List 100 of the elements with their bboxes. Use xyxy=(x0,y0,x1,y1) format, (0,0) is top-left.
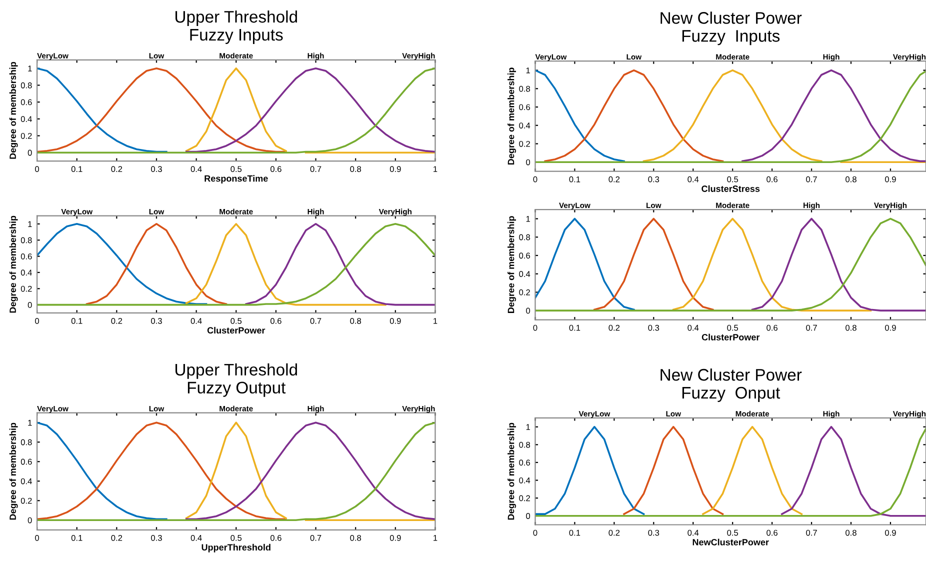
y-tick-label: 0 xyxy=(28,302,32,308)
x-tick-label: 0.5 xyxy=(230,534,242,541)
x-tick-label: 0.9 xyxy=(885,530,896,536)
x-tick-label: 0.1 xyxy=(569,324,580,331)
y-axis-title: Degree of membership xyxy=(9,62,18,159)
x-tick-label: 0.4 xyxy=(688,176,699,182)
x-axis-title: ClusterStress xyxy=(702,185,760,192)
x-tick-label: 0.1 xyxy=(569,176,580,182)
x-tick-label: 0.7 xyxy=(806,530,817,536)
x-tick-label: 0.4 xyxy=(190,534,202,541)
x-axis-title: ClusterPower xyxy=(207,326,266,334)
x-tick-label: 0.1 xyxy=(71,166,82,172)
y-tick-label: 0 xyxy=(526,308,530,314)
y-tick-label: 0.8 xyxy=(519,442,530,448)
x-tick-label: 0.3 xyxy=(151,166,162,172)
y-tick-label: 0 xyxy=(28,150,32,156)
y-tick-label: 0.6 xyxy=(519,460,530,466)
chart-title: New Cluster Power Fuzzy Onput xyxy=(660,368,802,402)
x-tick-label: 0.6 xyxy=(270,534,282,541)
x-tick-label: 0.6 xyxy=(270,318,282,324)
y-tick-label: 0.2 xyxy=(519,495,530,502)
x-axis-title: ClusterPower xyxy=(702,334,760,340)
x-tick-label: 0 xyxy=(533,176,538,182)
x-tick-label: 0.7 xyxy=(806,176,817,182)
x-tick-label: 0.5 xyxy=(727,176,738,182)
y-tick-label: 0.6 xyxy=(519,104,530,110)
x-tick-label: 0.1 xyxy=(71,534,82,541)
x-tick-label: 0.5 xyxy=(727,530,738,536)
x-tick-label: 0.3 xyxy=(648,324,660,331)
x-tick-label: 0.3 xyxy=(648,530,660,536)
y-tick-label: 1 xyxy=(526,216,530,222)
chart-title: Upper Threshold Fuzzy Output xyxy=(176,363,297,397)
x-tick-label: 0.7 xyxy=(310,166,322,172)
x-tick-label: 0.8 xyxy=(846,530,856,536)
x-tick-label: 0.9 xyxy=(885,176,896,182)
x-axis-title: ResponseTime xyxy=(204,175,268,184)
x-tick-label: 0.9 xyxy=(885,324,896,331)
x-tick-label: 0.5 xyxy=(230,318,242,324)
x-tick-label: 0.3 xyxy=(151,534,162,541)
y-tick-label: 1 xyxy=(28,420,32,426)
y-axis-title: Degree of membership xyxy=(9,422,18,520)
y-tick-label: 0.2 xyxy=(519,140,530,147)
y-tick-label: 0.6 xyxy=(20,253,32,260)
y-axis-title: Degree of membership xyxy=(9,216,18,313)
y-tick-label: 0 xyxy=(526,513,530,519)
x-tick-label: 1 xyxy=(434,535,438,541)
x-tick-label: 0.6 xyxy=(766,176,778,182)
x-tick-label: 0.4 xyxy=(190,166,202,172)
y-axis-title: Degree of membership xyxy=(508,422,516,520)
y-tick-label: 0.8 xyxy=(20,82,32,88)
y-axis-title: Degree of membership xyxy=(508,216,516,313)
x-tick-label: 0.1 xyxy=(569,530,580,536)
x-tick-label: 0.9 xyxy=(390,534,401,541)
x-tick-label: 0.6 xyxy=(766,530,778,536)
y-tick-label: 0.8 xyxy=(20,439,32,446)
x-tick-label: 0.6 xyxy=(766,324,778,331)
x-tick-label: 0.8 xyxy=(350,166,362,172)
x-tick-label: 0.3 xyxy=(151,318,162,324)
y-tick-label: 0.2 xyxy=(20,286,32,292)
y-tick-label: 0.6 xyxy=(20,99,32,106)
x-tick-label: 0.2 xyxy=(111,318,122,324)
x-tick-label: 0.2 xyxy=(608,530,620,536)
x-tick-label: 0 xyxy=(533,530,538,536)
x-tick-label: 0.5 xyxy=(230,166,242,172)
y-tick-label: 0.6 xyxy=(519,252,530,259)
y-axis-title: Degree of membership xyxy=(508,68,516,165)
x-tick-label: 0.2 xyxy=(111,166,122,172)
chart-title: Upper Threshold Fuzzy Inputs xyxy=(176,10,297,44)
y-tick-label: 0.8 xyxy=(519,234,530,240)
x-tick-label: 1 xyxy=(434,166,438,172)
x-tick-label: 0 xyxy=(35,318,40,324)
x-tick-label: 1 xyxy=(434,318,438,324)
y-tick-label: 0 xyxy=(28,517,32,524)
x-axis-title: UpperThreshold xyxy=(202,544,270,552)
y-tick-label: 0.6 xyxy=(20,458,32,465)
x-tick-label: 0.4 xyxy=(688,530,699,536)
x-tick-label: 0.7 xyxy=(310,534,322,541)
x-tick-label: 0.9 xyxy=(390,166,401,172)
x-tick-label: 0.8 xyxy=(846,324,856,331)
x-tick-label: 0.7 xyxy=(310,318,322,324)
y-tick-label: 0.2 xyxy=(20,132,32,139)
y-tick-label: 1 xyxy=(28,66,32,72)
y-tick-label: 1 xyxy=(526,424,530,430)
x-axis-title: NewClusterPower xyxy=(692,538,769,546)
x-tick-label: 0.2 xyxy=(111,534,122,541)
x-tick-label: 0.5 xyxy=(727,324,738,331)
y-tick-label: 0.8 xyxy=(20,237,32,244)
x-tick-label: 0.9 xyxy=(390,318,401,324)
x-tick-label: 0 xyxy=(533,324,538,331)
x-tick-label: 0.8 xyxy=(350,534,362,541)
x-tick-label: 0.4 xyxy=(688,324,699,331)
x-tick-label: 0.3 xyxy=(648,176,660,182)
x-tick-label: 0.8 xyxy=(846,176,856,182)
x-tick-label: 0.8 xyxy=(350,318,362,324)
y-tick-label: 1 xyxy=(526,68,530,74)
x-tick-label: 0.4 xyxy=(190,318,202,324)
y-tick-label: 0.2 xyxy=(20,498,32,504)
y-tick-label: 0.8 xyxy=(519,86,530,92)
x-tick-label: 0 xyxy=(35,166,40,172)
x-tick-label: 0 xyxy=(35,534,40,541)
